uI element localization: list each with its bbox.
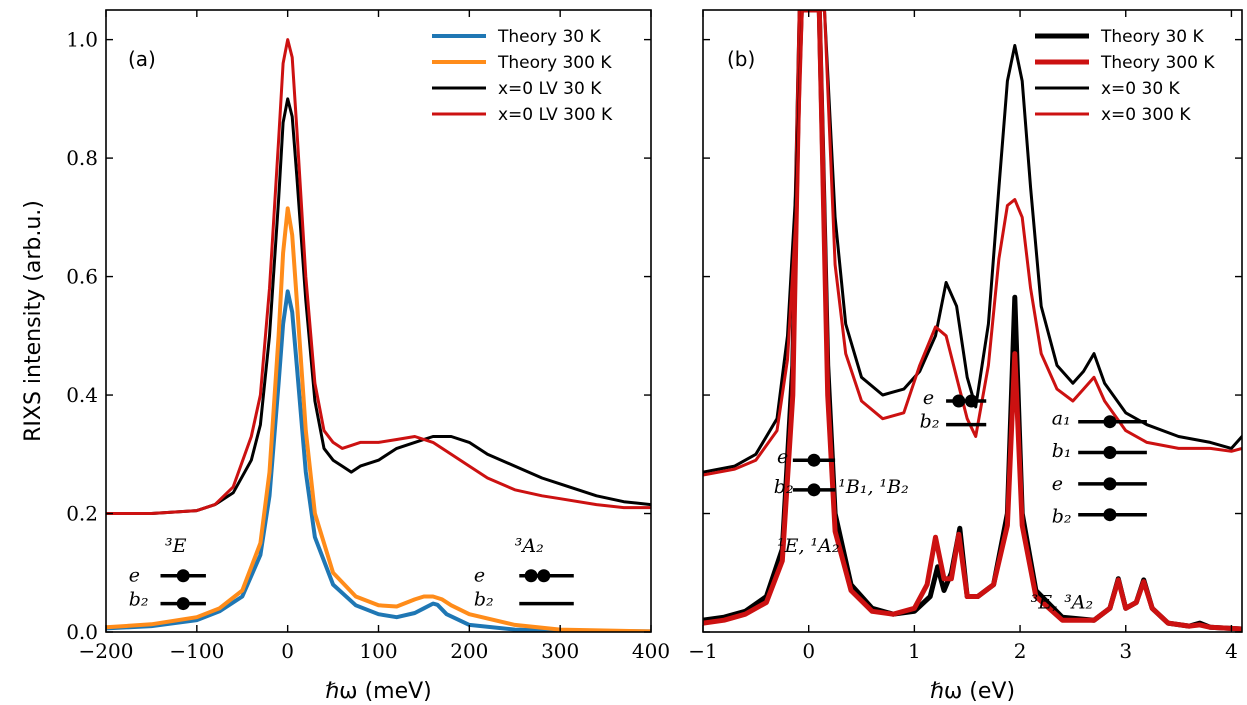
- y-tick-label: 0.2: [66, 502, 98, 526]
- electron-dot: [176, 597, 190, 611]
- electron-dot: [1103, 446, 1117, 460]
- electron-dot: [964, 394, 978, 408]
- annotation-label: b₂: [129, 588, 149, 610]
- x-tick-label: 400: [632, 639, 670, 663]
- y-axis-title: RIXS intensity (arb.u.): [21, 200, 46, 442]
- y-tick-label: 0.0: [66, 620, 98, 644]
- y-tick-label: 0.6: [66, 265, 98, 289]
- annotation-label: e: [777, 446, 788, 468]
- legend-label: Theory 300 K: [1100, 53, 1215, 73]
- y-tick-label: 0.4: [66, 383, 98, 407]
- electron-dot: [807, 483, 821, 497]
- series-line-a-3: [106, 38, 651, 515]
- electron-dot: [537, 569, 551, 583]
- legend-label: x=0 300 K: [1101, 105, 1191, 125]
- series-line-b-3: [703, 10, 1242, 477]
- annotation-label: e: [923, 387, 934, 409]
- annotation-label: e: [1052, 473, 1063, 495]
- annotation-label: e: [474, 565, 485, 587]
- x-axis-title: ℏω (meV): [325, 679, 432, 704]
- plot-frame: [702, 9, 1243, 633]
- x-tick-label: −1: [688, 639, 717, 663]
- annotation-label: ³A₂: [515, 535, 544, 557]
- x-tick-label: 3: [1119, 639, 1132, 663]
- y-tick-label: 0.8: [66, 146, 98, 170]
- annotation-label: b₂: [474, 588, 494, 610]
- annotation-label: ¹B₁, ¹B₂: [838, 476, 908, 498]
- x-tick-label: 2: [1014, 639, 1027, 663]
- electron-dot: [1103, 415, 1117, 429]
- panel-label: (a): [128, 47, 156, 71]
- annotation-label: b₂: [920, 411, 940, 433]
- legend-label: Theory 30 K: [497, 27, 602, 47]
- annotation-label: a₁: [1052, 408, 1071, 430]
- electron-dot: [1103, 508, 1117, 522]
- electron-dot: [1103, 477, 1117, 491]
- x-tick-label: 300: [541, 639, 579, 663]
- series-line-a-2: [106, 97, 651, 515]
- x-tick-label: 1: [908, 639, 921, 663]
- plot-frame: [105, 9, 652, 633]
- annotation-label: b₂: [1052, 505, 1072, 527]
- electron-dot: [524, 569, 538, 583]
- annotation-label: e: [129, 565, 140, 587]
- x-tick-label: 0: [281, 639, 294, 663]
- legend-label: x=0 LV 30 K: [498, 79, 602, 99]
- annotation-label: b₁: [1052, 440, 1072, 462]
- series-group: [106, 38, 651, 632]
- series-group: [703, 10, 1242, 632]
- series-line-b-1: [703, 10, 1242, 632]
- panel-b: −1 0 1 2 3 4 ℏω (eV) (b) Theory 30 K Theory 300 K…: [688, 9, 1243, 704]
- panel-a: −200 −100 0 100 200 300 400 0.0 0.2 0.4 0.6 0.8 1.0 ℏ…: [21, 9, 670, 704]
- electron-dot: [807, 453, 821, 467]
- series-line-b-2: [703, 10, 1242, 474]
- panel-label: (b): [727, 47, 755, 71]
- x-tick-label: 4: [1225, 639, 1238, 663]
- legend-label: Theory 300 K: [497, 53, 612, 73]
- x-tick-label: −200: [79, 639, 134, 663]
- annotation-label: b₂: [774, 476, 794, 498]
- x-tick-label: −100: [169, 639, 224, 663]
- annotation-label: ³E: [165, 535, 187, 557]
- x-tick-label: 0: [802, 639, 815, 663]
- x-tick-label: 100: [359, 639, 397, 663]
- series-line-a-1: [106, 206, 651, 632]
- x-tick-label: 200: [450, 639, 488, 663]
- x-axis-title: ℏω (eV): [930, 679, 1015, 704]
- annotation-label: ³E, ³A₂: [1031, 591, 1094, 613]
- electron-dot: [952, 394, 966, 408]
- legend-label: Theory 30 K: [1100, 27, 1205, 47]
- annotation-label: ¹E, ¹A₂: [777, 535, 840, 557]
- series-line-a-0: [106, 289, 651, 632]
- electron-dot: [176, 569, 190, 583]
- legend-label: x=0 LV 300 K: [498, 105, 613, 125]
- y-tick-label: 1.0: [66, 28, 98, 52]
- legend-label: x=0 30 K: [1101, 79, 1181, 99]
